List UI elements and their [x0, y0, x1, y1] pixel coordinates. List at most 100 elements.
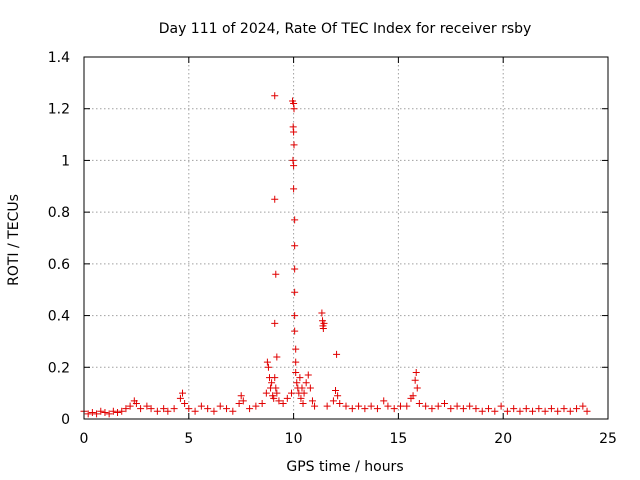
x-axis-label: GPS time / hours: [286, 459, 403, 475]
data-point: [275, 397, 283, 405]
data-point: [289, 156, 297, 164]
data-point: [290, 128, 298, 136]
y-tick-label: 0: [61, 412, 70, 428]
data-point: [93, 410, 101, 418]
data-point: [306, 384, 314, 392]
data-point: [296, 374, 304, 382]
data-point: [290, 105, 298, 113]
data-point: [447, 405, 455, 413]
data-point: [529, 407, 537, 415]
data-point: [412, 368, 420, 376]
data-point: [384, 402, 392, 410]
data-point: [137, 405, 145, 413]
data-point: [290, 185, 298, 193]
x-tick-label: 10: [285, 431, 303, 447]
data-point: [239, 397, 247, 405]
data-point: [292, 358, 300, 366]
data-point: [122, 405, 130, 413]
data-point: [229, 407, 237, 415]
data-point: [279, 399, 287, 407]
data-point: [272, 270, 280, 278]
data-point: [320, 319, 328, 327]
data-point: [332, 387, 340, 395]
data-point: [270, 394, 278, 402]
data-point: [164, 407, 172, 415]
x-tick-label: 0: [80, 431, 89, 447]
plot-frame: [83, 56, 609, 420]
data-point: [271, 92, 279, 100]
data-point: [300, 389, 308, 397]
data-point: [271, 374, 279, 382]
data-point: [415, 399, 423, 407]
data-point: [547, 405, 555, 413]
data-point: [298, 384, 306, 392]
data-point: [118, 407, 126, 415]
data-point: [237, 392, 245, 400]
data-point: [323, 402, 331, 410]
data-point: [273, 389, 281, 397]
data-point: [466, 402, 474, 410]
data-point: [299, 399, 307, 407]
data-point: [428, 405, 436, 413]
y-tick-label: 0.2: [48, 360, 70, 376]
data-point: [554, 407, 562, 415]
data-point: [105, 410, 113, 418]
data-point: [311, 402, 319, 410]
data-point: [318, 309, 326, 317]
data-point: [560, 405, 568, 413]
data-points: [80, 92, 591, 418]
data-point: [216, 402, 224, 410]
data-point: [179, 389, 187, 397]
data-point: [409, 392, 417, 400]
data-point: [292, 368, 300, 376]
data-point: [292, 345, 300, 353]
data-point: [291, 216, 299, 224]
data-point: [235, 399, 243, 407]
data-point: [472, 405, 480, 413]
data-point: [336, 399, 344, 407]
data-point: [308, 397, 316, 405]
data-point: [434, 402, 442, 410]
x-tick-label: 15: [389, 431, 407, 447]
data-point: [160, 405, 168, 413]
y-tick-label: 0.8: [48, 205, 70, 221]
data-point: [143, 402, 151, 410]
data-point: [573, 405, 581, 413]
data-point: [441, 399, 449, 407]
data-point: [329, 397, 337, 405]
data-point: [302, 379, 310, 387]
data-point: [291, 265, 299, 273]
y-tick-label: 1: [61, 153, 70, 169]
data-point: [84, 410, 92, 418]
data-point: [97, 407, 105, 415]
data-point: [535, 405, 543, 413]
data-point: [293, 379, 301, 387]
data-point: [348, 405, 356, 413]
data-point: [126, 402, 134, 410]
data-point: [334, 392, 342, 400]
data-point: [291, 327, 299, 335]
data-point: [283, 394, 291, 402]
data-point: [566, 407, 574, 415]
y-axis-label: ROTI / TECUs: [6, 194, 22, 286]
axis-ticks: 0 5 10 15 20 25 0 0.2 0.4 0.6 0.8 1 1.2 1.4: [48, 50, 617, 447]
data-point: [579, 402, 587, 410]
grid-lines: [84, 57, 608, 419]
data-point: [390, 405, 398, 413]
data-point: [411, 376, 419, 384]
data-point: [273, 353, 281, 361]
data-point: [503, 407, 511, 415]
y-tick-label: 1.4: [48, 50, 70, 66]
data-point: [491, 407, 499, 415]
data-point: [297, 394, 305, 402]
chart-title: Day 111 of 2024, Rate Of TEC Index for r…: [159, 21, 532, 37]
data-point: [246, 405, 254, 413]
data-point: [147, 405, 155, 413]
data-point: [252, 402, 260, 410]
data-point: [114, 409, 122, 417]
data-point: [288, 389, 296, 397]
x-tick-label: 20: [494, 431, 512, 447]
data-point: [153, 407, 161, 415]
data-point: [422, 402, 430, 410]
